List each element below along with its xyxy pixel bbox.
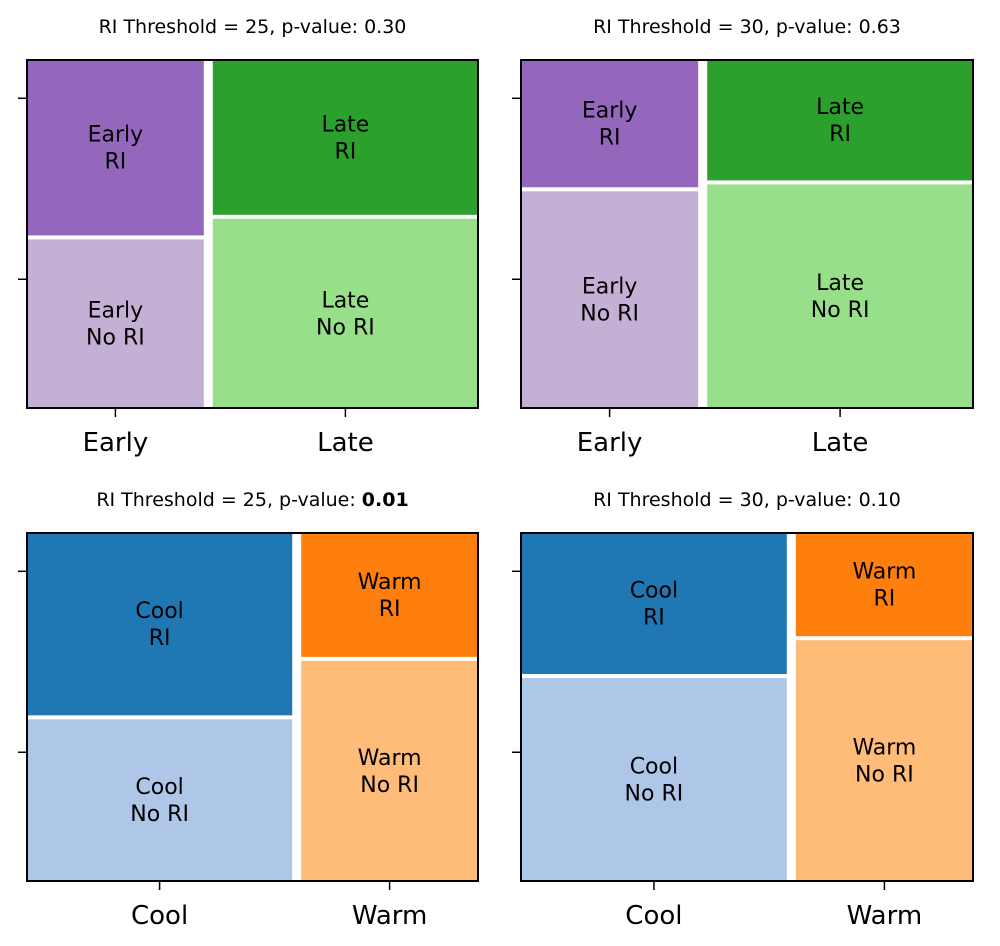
mosaic-panel-3: RI Threshold = 25, p-value: 0.01CoolRICo… [18, 489, 479, 931]
mosaic-cell-early-no-ri [521, 191, 699, 408]
mosaic-cell-warm-no-ri [301, 660, 478, 881]
mosaic-cell-cool-ri [27, 533, 293, 716]
mosaic-cell-early-ri [27, 60, 204, 236]
mosaic-cell-late-no-ri [707, 184, 973, 408]
axes-frame [26, 532, 479, 882]
title-prefix: RI Threshold = 25, p-value: [99, 16, 364, 38]
title-prefix: RI Threshold = 30, p-value: [593, 489, 858, 511]
mosaic-cell-warm-ri [301, 533, 478, 657]
cell-label: No RI [625, 782, 684, 807]
cell-label: Cool [135, 599, 183, 624]
x-tick-label: Warm [847, 901, 923, 931]
cell-label: Cool [630, 579, 678, 604]
mosaic-cell-cool-no-ri [521, 678, 787, 881]
cell-label: Early [582, 99, 638, 124]
mosaic-cell-late-no-ri [212, 218, 479, 408]
cell-label: RI [105, 150, 127, 175]
title-prefix: RI Threshold = 25, p-value: [96, 489, 361, 511]
mosaic-cell-early-no-ri [27, 239, 204, 408]
cell-label: RI [149, 626, 171, 651]
x-tick-label: Late [812, 428, 869, 458]
axes-frame [520, 59, 974, 409]
mosaic-panel-4: RI Threshold = 30, p-value: 0.10CoolRICo… [512, 489, 974, 931]
cell-label: Late [321, 112, 369, 137]
cell-label: No RI [360, 773, 419, 798]
axes-frame [520, 532, 974, 882]
title-prefix: RI Threshold = 30, p-value: [593, 16, 858, 38]
x-tick-label: Warm [352, 901, 428, 931]
cell-label: Cool [630, 755, 678, 780]
cell-label: RI [335, 139, 357, 164]
mosaic-cell-early-ri [521, 60, 699, 188]
cell-label: Warm [358, 570, 422, 595]
cell-label: Early [582, 275, 638, 300]
cell-label: Late [321, 288, 369, 313]
p-value: 0.10 [859, 489, 901, 511]
cell-label: No RI [580, 302, 639, 327]
cell-label: Late [816, 95, 864, 120]
cell-label: No RI [811, 298, 870, 323]
panel-title: RI Threshold = 30, p-value: 0.10 [593, 489, 901, 511]
cell-label: RI [829, 122, 851, 147]
cell-label: Late [816, 271, 864, 296]
panel-title: RI Threshold = 25, p-value: 0.01 [96, 489, 408, 511]
x-tick-label: Early [577, 428, 643, 458]
cell-label: Early [88, 123, 144, 148]
cell-label: Warm [358, 746, 422, 771]
p-value: 0.30 [364, 16, 406, 38]
cell-label: No RI [130, 802, 189, 827]
cell-label: No RI [855, 763, 914, 788]
panel-title: RI Threshold = 30, p-value: 0.63 [593, 16, 901, 38]
cell-label: RI [379, 597, 401, 622]
mosaic-cell-cool-ri [521, 533, 787, 675]
cell-label: Cool [135, 775, 183, 800]
cell-label: RI [643, 606, 665, 631]
cell-label: RI [874, 587, 896, 612]
cell-label: Warm [852, 560, 916, 585]
p-value: 0.63 [859, 16, 901, 38]
cell-label: RI [599, 126, 621, 151]
x-tick-label: Early [83, 428, 149, 458]
x-tick-label: Cool [625, 901, 682, 931]
cell-label: Warm [852, 736, 916, 761]
cell-label: No RI [86, 326, 145, 351]
axes-frame [26, 59, 479, 409]
mosaic-cell-late-ri [707, 60, 973, 181]
mosaic-panel-2: RI Threshold = 30, p-value: 0.63EarlyRIE… [512, 16, 974, 458]
mosaic-cell-cool-no-ri [27, 719, 293, 881]
x-tick-label: Late [317, 428, 374, 458]
cell-label: Early [88, 299, 144, 324]
mosaic-cell-warm-no-ri [795, 640, 973, 881]
mosaic-cell-warm-ri [795, 533, 973, 637]
mosaic-cell-late-ri [212, 60, 479, 215]
cell-label: No RI [316, 315, 375, 340]
panel-title: RI Threshold = 25, p-value: 0.30 [99, 16, 407, 38]
x-tick-label: Cool [131, 901, 188, 931]
p-value: 0.01 [362, 489, 409, 511]
mosaic-panel-1: RI Threshold = 25, p-value: 0.30EarlyRIE… [18, 16, 479, 458]
